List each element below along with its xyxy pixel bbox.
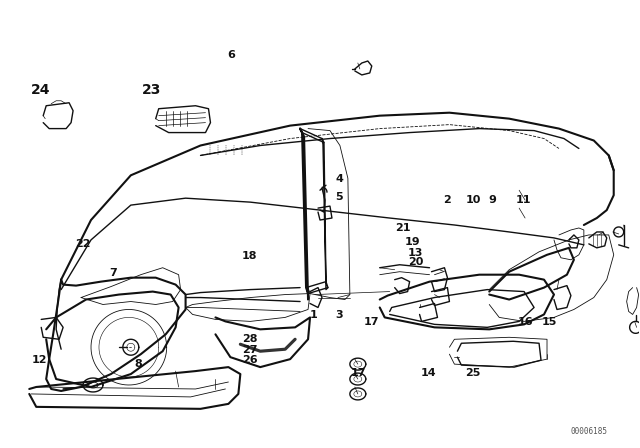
Text: 3: 3 [335, 310, 343, 320]
Text: 27: 27 [242, 345, 258, 354]
Text: 9: 9 [488, 194, 496, 205]
Text: 6: 6 [227, 50, 235, 60]
Text: 10: 10 [465, 194, 481, 205]
Text: 17: 17 [351, 368, 366, 378]
Text: 18: 18 [242, 251, 258, 261]
Text: 7: 7 [109, 268, 116, 278]
Text: 12: 12 [32, 355, 47, 365]
Text: 14: 14 [420, 368, 436, 378]
Text: 16: 16 [517, 317, 533, 327]
Text: 19: 19 [404, 237, 420, 247]
Text: 15: 15 [541, 317, 557, 327]
Text: 20: 20 [408, 257, 423, 267]
Text: 26: 26 [242, 355, 258, 365]
Text: 4: 4 [335, 174, 343, 185]
Text: 13: 13 [408, 248, 423, 258]
Text: 1: 1 [310, 310, 317, 320]
Text: 21: 21 [395, 223, 411, 233]
Text: 11: 11 [516, 194, 532, 205]
Text: 25: 25 [465, 368, 481, 378]
Text: 23: 23 [141, 83, 161, 97]
Text: 17: 17 [364, 317, 379, 327]
Text: 24: 24 [31, 83, 51, 97]
Text: 2: 2 [444, 194, 451, 205]
Text: 28: 28 [242, 334, 258, 344]
Text: 00006185: 00006185 [570, 427, 607, 436]
Text: 22: 22 [76, 239, 91, 249]
Text: 8: 8 [134, 359, 142, 369]
Text: 5: 5 [335, 192, 343, 202]
